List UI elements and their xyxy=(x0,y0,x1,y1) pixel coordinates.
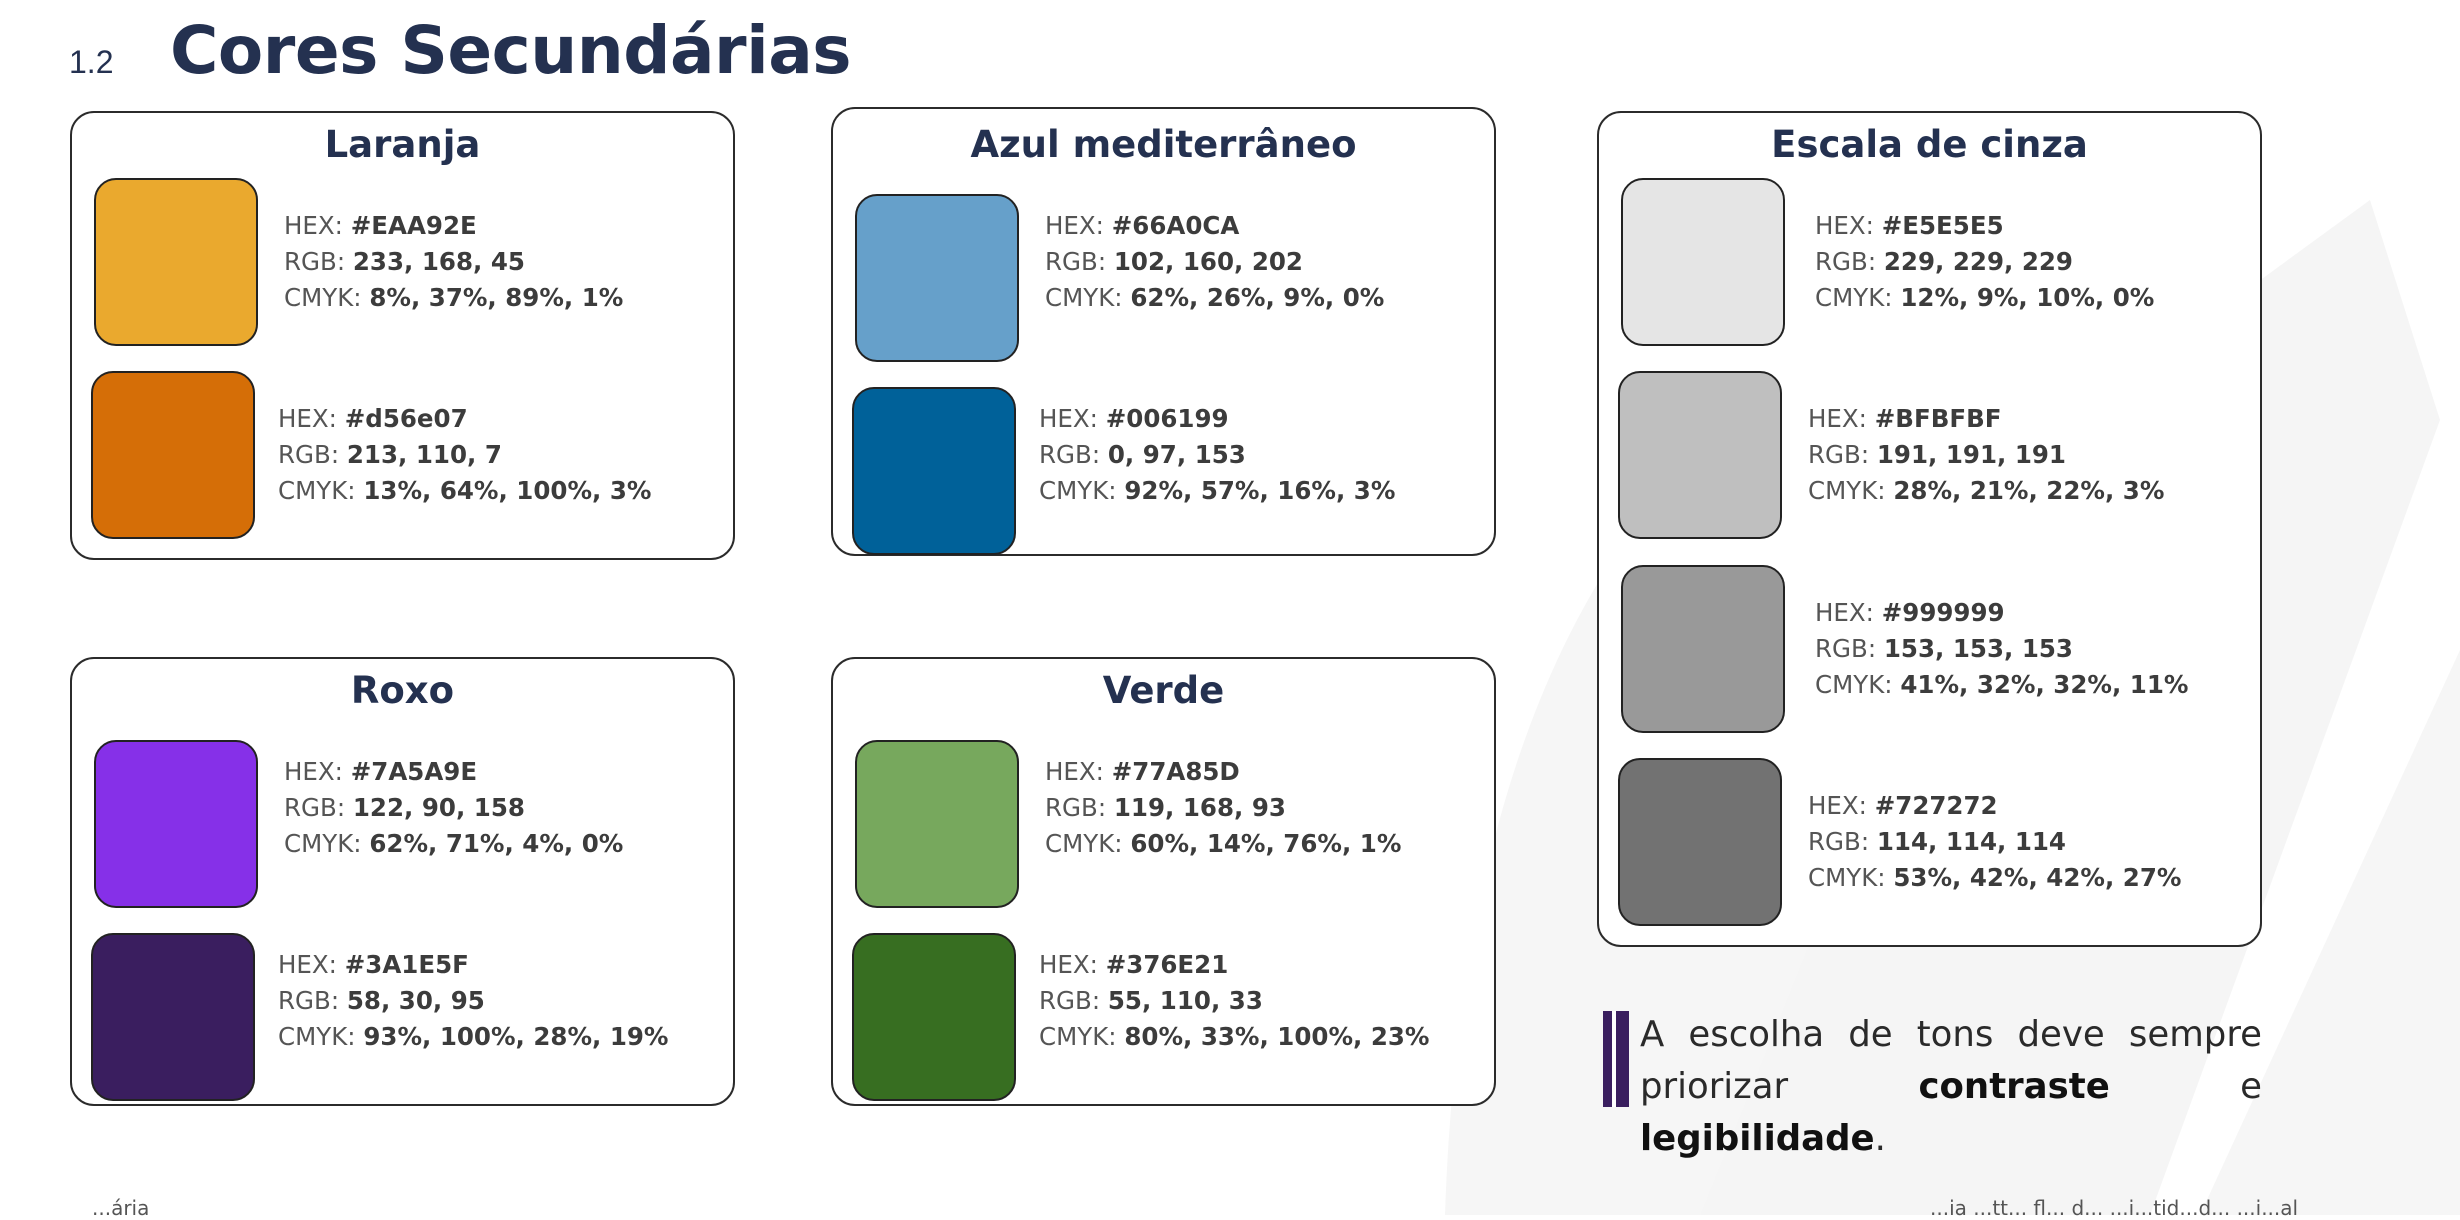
color-card-azul-mediterraneo: Azul mediterrâneo HEX: #66A0CA RGB: 102,… xyxy=(831,107,1496,556)
color-card-laranja: Laranja HEX: #EAA92E RGB: 233, 168, 45 C… xyxy=(70,111,735,560)
rgb-value: 153, 153, 153 xyxy=(1883,634,2073,663)
color-card-escala-de-cinza: Escala de cinza HEX: #E5E5E5 RGB: 229, 2… xyxy=(1597,111,2262,947)
color-info: HEX: #727272 RGB: 114, 114, 114 CMYK: 53… xyxy=(1808,791,2182,892)
cmyk-value: 62%, 26%, 9%, 0% xyxy=(1130,283,1385,312)
hex-value: #66A0CA xyxy=(1111,211,1240,240)
hex-value: #727272 xyxy=(1874,791,1998,820)
color-info: HEX: #999999 RGB: 153, 153, 153 CMYK: 41… xyxy=(1815,598,2189,699)
cmyk-value: 8%, 37%, 89%, 1% xyxy=(369,283,624,312)
rgb-value: 213, 110, 7 xyxy=(346,440,502,469)
rgb-value: 55, 110, 33 xyxy=(1107,986,1263,1015)
note-accent-bar xyxy=(1603,1011,1629,1107)
cmyk-value: 53%, 42%, 42%, 27% xyxy=(1893,863,2182,892)
cmyk-value: 80%, 33%, 100%, 23% xyxy=(1124,1022,1430,1051)
cmyk-value: 12%, 9%, 10%, 0% xyxy=(1900,283,2155,312)
cmyk-value: 60%, 14%, 76%, 1% xyxy=(1130,829,1402,858)
color-swatch xyxy=(852,387,1016,555)
cmyk-value: 13%, 64%, 100%, 3% xyxy=(363,476,652,505)
color-info: HEX: #7A5A9E RGB: 122, 90, 158 CMYK: 62%… xyxy=(284,757,624,858)
hex-value: #77A85D xyxy=(1111,757,1240,786)
hex-value: #376E21 xyxy=(1105,950,1229,979)
cmyk-value: 93%, 100%, 28%, 19% xyxy=(363,1022,669,1051)
color-card-verde: Verde HEX: #77A85D RGB: 119, 168, 93 CMY… xyxy=(831,657,1496,1106)
color-info: HEX: #E5E5E5 RGB: 229, 229, 229 CMYK: 12… xyxy=(1815,211,2155,312)
footer-right-text: ...ia ...tt... fl... d... ...i...tid...d… xyxy=(1930,1196,2299,1220)
color-info: HEX: #376E21 RGB: 55, 110, 33 CMYK: 80%,… xyxy=(1039,950,1430,1051)
hex-value: #EAA92E xyxy=(350,211,477,240)
cmyk-value: 62%, 71%, 4%, 0% xyxy=(369,829,624,858)
color-swatch xyxy=(852,933,1016,1101)
section-number: 1.2 xyxy=(69,44,114,80)
hex-value: #BFBFBF xyxy=(1874,404,2002,433)
hex-value: #999999 xyxy=(1881,598,2005,627)
color-swatch xyxy=(1621,565,1785,733)
color-swatch xyxy=(94,740,258,908)
color-info: HEX: #66A0CA RGB: 102, 160, 202 CMYK: 62… xyxy=(1045,211,1385,312)
rgb-value: 229, 229, 229 xyxy=(1883,247,2073,276)
rgb-value: 191, 191, 191 xyxy=(1876,440,2066,469)
cmyk-value: 92%, 57%, 16%, 3% xyxy=(1124,476,1396,505)
color-info: HEX: #EAA92E RGB: 233, 168, 45 CMYK: 8%,… xyxy=(284,211,624,312)
hex-value: #7A5A9E xyxy=(350,757,478,786)
color-swatch xyxy=(91,371,255,539)
color-swatch xyxy=(91,933,255,1101)
note-text: A escolha de tons deve sempre priorizar … xyxy=(1640,1014,2262,1159)
rgb-value: 122, 90, 158 xyxy=(352,793,525,822)
footer-left-text: ...ária xyxy=(92,1196,150,1220)
color-swatch xyxy=(855,194,1019,362)
hex-value: #3A1E5F xyxy=(344,950,469,979)
rgb-value: 0, 97, 153 xyxy=(1107,440,1246,469)
card-title: Roxo xyxy=(350,669,455,712)
color-info: HEX: #BFBFBF RGB: 191, 191, 191 CMYK: 28… xyxy=(1808,404,2165,505)
hex-value: #d56e07 xyxy=(344,404,468,433)
rgb-value: 233, 168, 45 xyxy=(352,247,525,276)
color-info: HEX: #77A85D RGB: 119, 168, 93 CMYK: 60%… xyxy=(1045,757,1402,858)
color-swatch xyxy=(1621,178,1785,346)
color-swatch xyxy=(1618,758,1782,926)
color-swatch xyxy=(855,740,1019,908)
cmyk-value: 41%, 32%, 32%, 11% xyxy=(1900,670,2189,699)
color-swatch xyxy=(94,178,258,346)
rgb-value: 58, 30, 95 xyxy=(346,986,485,1015)
color-info: HEX: #d56e07 RGB: 213, 110, 7 CMYK: 13%,… xyxy=(278,404,652,505)
card-title: Verde xyxy=(1102,669,1225,712)
rgb-value: 119, 168, 93 xyxy=(1113,793,1286,822)
rgb-value: 102, 160, 202 xyxy=(1113,247,1303,276)
card-title: Laranja xyxy=(324,123,481,166)
card-title: Azul mediterrâneo xyxy=(970,123,1357,166)
hex-value: #E5E5E5 xyxy=(1881,211,2004,240)
rgb-value: 114, 114, 114 xyxy=(1876,827,2066,856)
page-title: Cores Secundárias xyxy=(170,12,852,89)
color-swatch xyxy=(1618,371,1782,539)
card-title: Escala de cinza xyxy=(1771,123,2088,166)
color-card-roxo: Roxo HEX: #7A5A9E RGB: 122, 90, 158 CMYK… xyxy=(70,657,735,1106)
cmyk-value: 28%, 21%, 22%, 3% xyxy=(1893,476,2165,505)
color-info: HEX: #3A1E5F RGB: 58, 30, 95 CMYK: 93%, … xyxy=(278,950,669,1051)
hex-value: #006199 xyxy=(1105,404,1229,433)
color-info: HEX: #006199 RGB: 0, 97, 153 CMYK: 92%, … xyxy=(1039,404,1396,505)
